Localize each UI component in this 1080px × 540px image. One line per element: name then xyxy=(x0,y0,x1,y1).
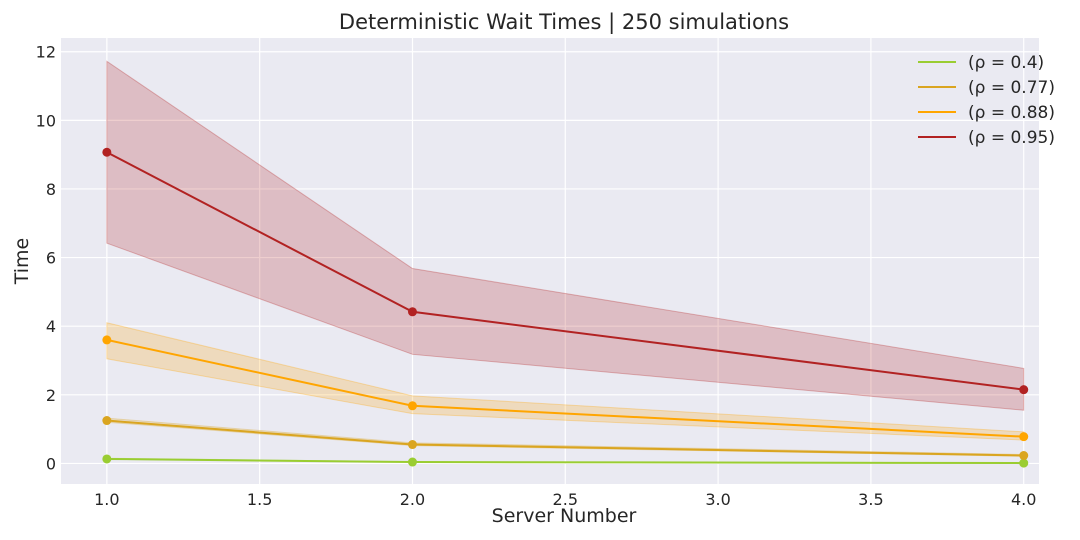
y-tick-label: 8 xyxy=(46,180,56,199)
data-point xyxy=(407,440,417,450)
data-point xyxy=(1019,432,1029,442)
plot-area xyxy=(61,38,1039,484)
grid xyxy=(61,38,1039,484)
x-tick-label: 2.0 xyxy=(400,490,425,509)
x-axis-ticks: 1.0 1.5 2.0 2.5 3.0 3.5 4.0 xyxy=(94,490,1036,509)
y-axis-ticks: 0 2 4 6 8 10 12 xyxy=(36,43,56,474)
data-point xyxy=(1019,385,1029,395)
legend: (ρ = 0.4) (ρ = 0.77) (ρ = 0.88) (ρ = 0.95) xyxy=(918,53,1055,148)
confidence-band xyxy=(106,60,1025,411)
y-axis-label: Time xyxy=(11,238,33,286)
data-point xyxy=(407,401,417,411)
y-tick-label: 10 xyxy=(36,111,56,130)
chart-title: Deterministic Wait Times | 250 simulatio… xyxy=(339,10,789,35)
x-tick-label: 3.0 xyxy=(705,490,730,509)
legend-label: (ρ = 0.88) xyxy=(968,103,1055,123)
series-points xyxy=(102,147,1029,468)
legend-label: (ρ = 0.4) xyxy=(968,53,1044,73)
data-point xyxy=(102,147,112,157)
x-tick-label: 1.0 xyxy=(94,490,119,509)
data-point xyxy=(1019,451,1029,461)
legend-label: (ρ = 0.77) xyxy=(968,78,1055,98)
x-tick-label: 2.5 xyxy=(553,490,578,509)
x-tick-label: 4.0 xyxy=(1011,490,1036,509)
y-tick-label: 6 xyxy=(46,249,56,268)
data-point xyxy=(102,416,112,426)
y-tick-label: 2 xyxy=(46,386,56,405)
y-tick-label: 0 xyxy=(46,454,56,473)
y-tick-label: 12 xyxy=(36,43,56,62)
data-point xyxy=(407,457,417,467)
y-tick-label: 4 xyxy=(46,317,56,336)
data-point xyxy=(102,335,112,345)
x-axis-label: Server Number xyxy=(492,505,637,527)
x-tick-label: 1.5 xyxy=(247,490,272,509)
x-tick-label: 3.5 xyxy=(858,490,883,509)
data-point xyxy=(1019,458,1029,468)
legend-label: (ρ = 0.95) xyxy=(968,128,1055,148)
data-point xyxy=(407,307,417,317)
data-point xyxy=(102,454,112,464)
